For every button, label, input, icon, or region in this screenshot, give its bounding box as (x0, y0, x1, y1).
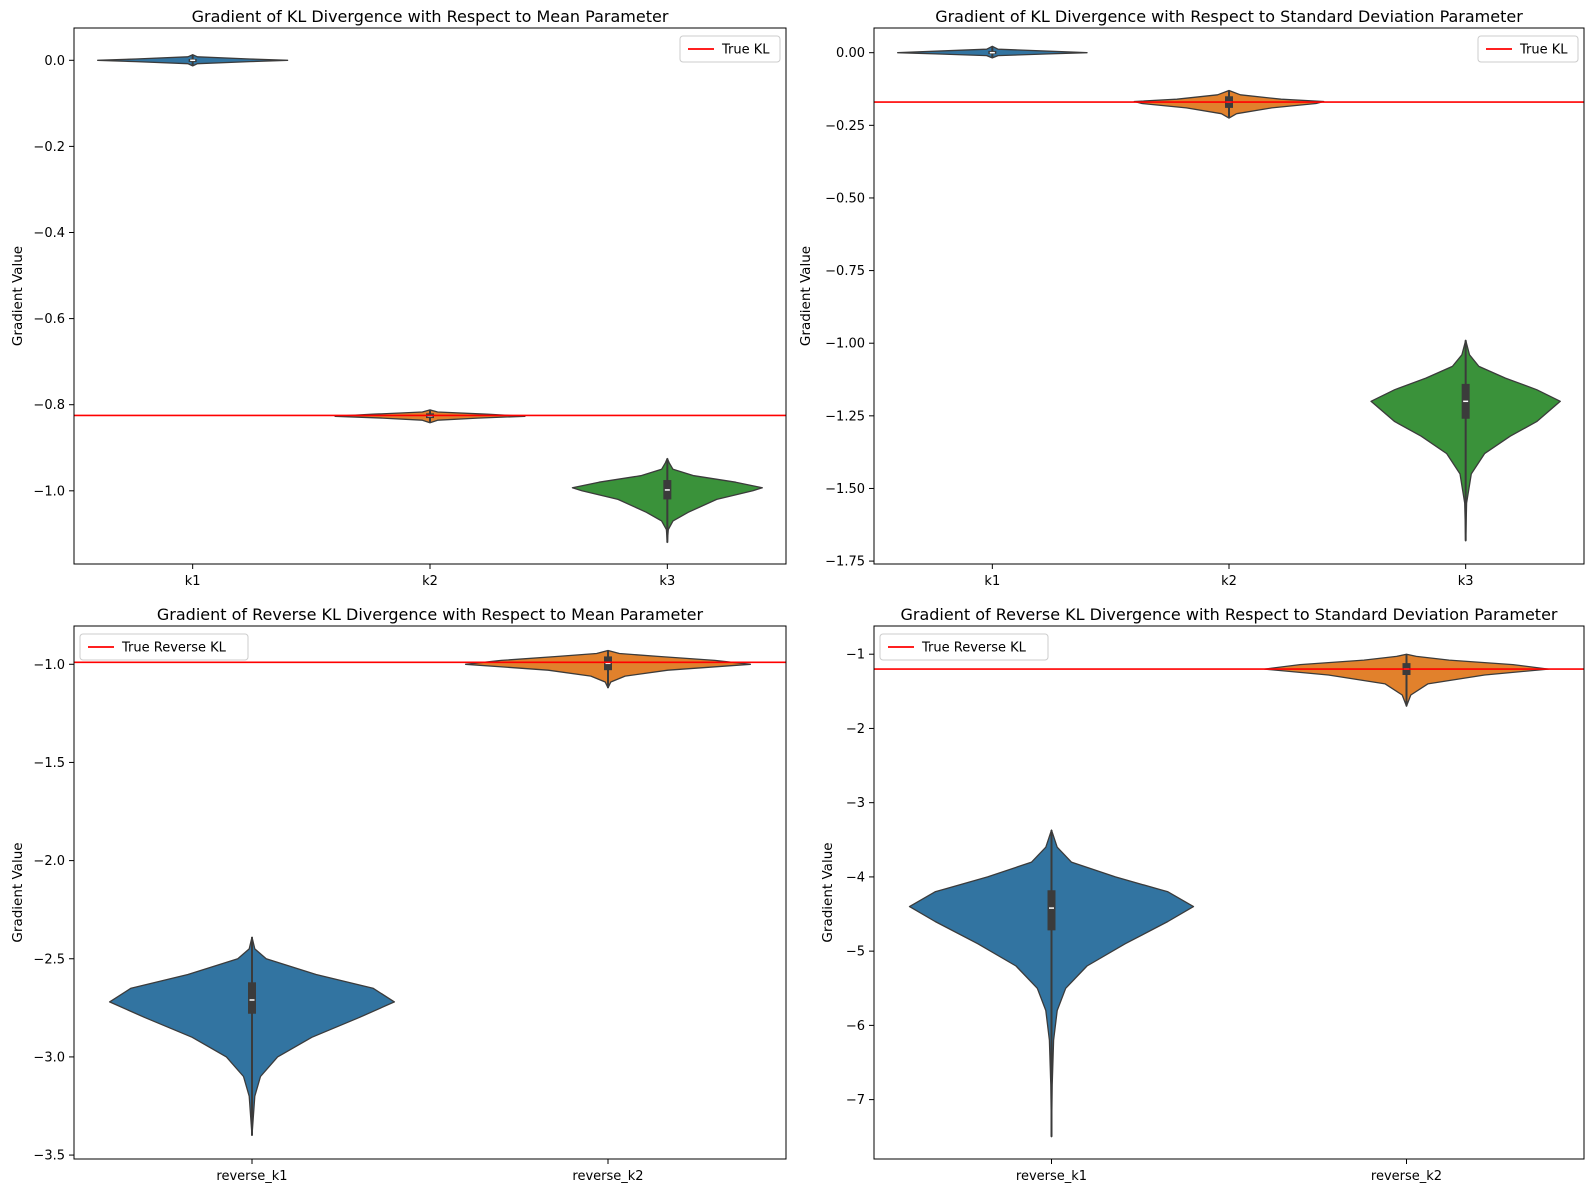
y-tick-label: −1.5 (33, 756, 65, 771)
y-tick-label: 0.0 (44, 54, 65, 69)
y-tick-label: −1.0 (33, 484, 65, 499)
legend-label: True KL (721, 43, 770, 58)
y-tick-label: −2.5 (33, 952, 65, 967)
y-tick-label: −2 (846, 722, 865, 737)
x-tick-label: reverse_k1 (1016, 1169, 1087, 1184)
y-tick-label: −5 (846, 945, 865, 960)
y-tick-label: −6 (846, 1019, 865, 1034)
plot-frame (873, 625, 1585, 1160)
x-tick-label: reverse_k2 (572, 1169, 643, 1184)
y-tick-label: −1.50 (825, 482, 865, 497)
chart-title: Gradient of Reverse KL Divergence with R… (157, 605, 704, 624)
chart-title: Gradient of KL Divergence with Respect t… (192, 7, 669, 26)
y-tick-label: −0.6 (33, 312, 65, 327)
x-tick-label: reverse_k1 (216, 1169, 287, 1184)
legend: True KL (679, 35, 781, 63)
legend: True Reverse KL (79, 633, 249, 661)
y-tick-label: −1.00 (825, 337, 865, 352)
y-tick-label: −0.25 (825, 119, 865, 134)
y-axis-label: Gradient Value (820, 842, 836, 942)
legend-box (679, 35, 781, 63)
y-tick-label: −0.2 (33, 140, 65, 155)
legend-label: True KL (1519, 43, 1568, 58)
y-tick-label: −4 (846, 870, 865, 885)
box-reverse_k1 (248, 982, 256, 1014)
y-tick-label: −0.8 (33, 398, 65, 413)
y-tick-label: 0.00 (836, 46, 865, 61)
x-tick-label: k3 (659, 574, 675, 589)
chart-panel-4: Gradient of Reverse KL Divergence with R… (820, 605, 1585, 1184)
chart-panel-3: Gradient of Reverse KL Divergence with R… (10, 605, 787, 1184)
legend-box (79, 633, 249, 661)
legend-box (1477, 35, 1579, 63)
legend: True Reverse KL (879, 633, 1049, 661)
y-tick-label: −2.0 (33, 854, 65, 869)
y-tick-label: −1.25 (825, 409, 865, 424)
y-tick-label: −1.75 (825, 555, 865, 570)
x-tick-label: k2 (1221, 574, 1237, 589)
y-tick-label: −0.50 (825, 191, 865, 206)
legend: True KL (1477, 35, 1579, 63)
y-tick-label: −0.75 (825, 264, 865, 279)
chart-title: Gradient of Reverse KL Divergence with R… (900, 605, 1557, 624)
y-tick-label: −1.0 (33, 658, 65, 673)
legend-box (879, 633, 1049, 661)
x-tick-label: k1 (185, 574, 201, 589)
x-tick-label: reverse_k2 (1371, 1169, 1442, 1184)
y-tick-label: −3.5 (33, 1149, 65, 1164)
chart-panel-1: Gradient of KL Divergence with Respect t… (10, 7, 787, 589)
plot-frame (73, 625, 787, 1160)
legend-label: True Reverse KL (921, 641, 1027, 656)
y-axis-label: Gradient Value (10, 246, 26, 346)
x-tick-label: k1 (984, 574, 1000, 589)
y-tick-label: −3.0 (33, 1050, 65, 1065)
x-tick-label: k2 (422, 574, 438, 589)
chart-title: Gradient of KL Divergence with Respect t… (935, 7, 1523, 26)
legend-label: True Reverse KL (121, 641, 227, 656)
x-tick-label: k3 (1458, 574, 1474, 589)
y-axis-label: Gradient Value (798, 246, 814, 346)
chart-panel-2: Gradient of KL Divergence with Respect t… (798, 7, 1585, 589)
y-tick-label: −3 (846, 796, 865, 811)
y-tick-label: −1 (846, 648, 865, 663)
box-reverse_k1 (1047, 890, 1056, 931)
y-tick-label: −0.4 (33, 226, 65, 241)
y-tick-label: −7 (846, 1093, 865, 1108)
y-axis-label: Gradient Value (10, 842, 26, 942)
